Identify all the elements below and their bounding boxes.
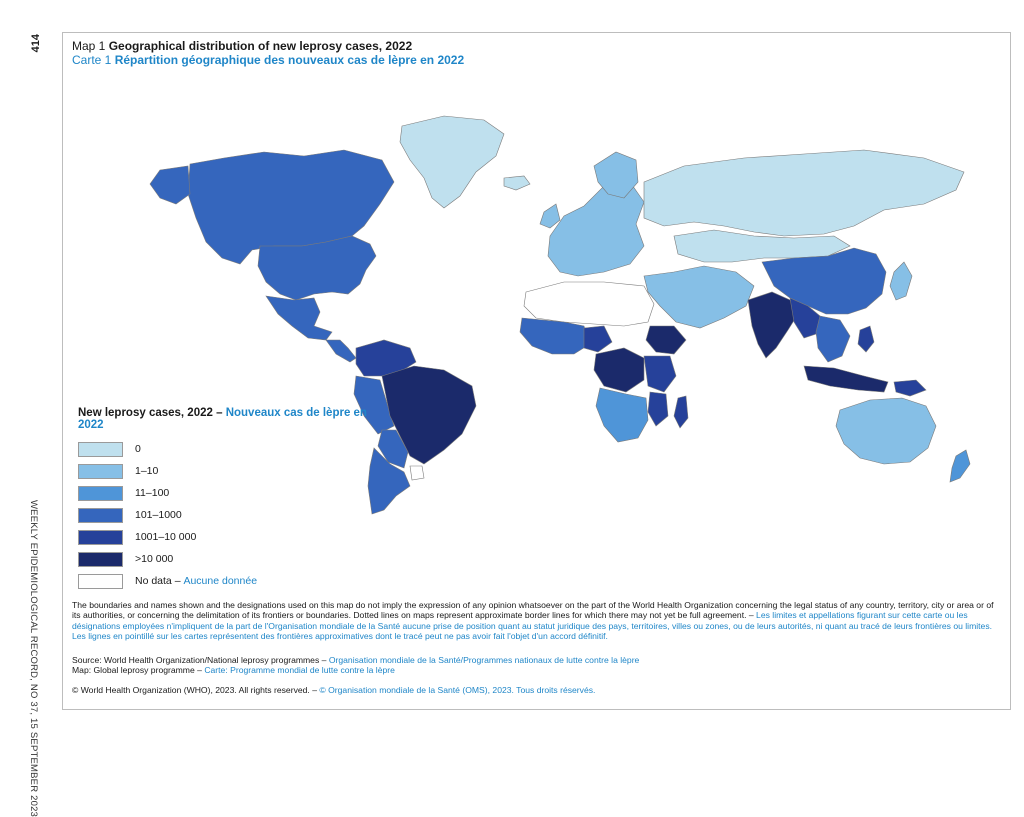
region-central-america [325,339,357,363]
legend-row: 1001–10 000 [78,526,378,548]
legend-title-en: New leprosy cases, 2022 – [78,407,223,419]
title-en-text: Geographical distribution of new leprosy… [108,39,413,53]
region-australia [835,397,937,465]
map-credit-fr: Carte: Programme mondial de lutte contre… [204,665,395,676]
disclaimer-en: The boundaries and names shown and the d… [72,600,994,621]
region-uruguay [409,465,425,481]
title-fr: Carte 1 Répartition géographique des nou… [72,53,464,67]
legend-no-data-en: No data – [135,575,181,587]
legend-row-no-data: No data – Aucune donnée [78,570,378,592]
region-japan-korea [889,261,913,301]
disclaimer: The boundaries and names shown and the d… [72,600,1000,641]
legend-swatch [78,551,123,567]
region-russia [643,149,965,237]
region-nigeria [583,325,613,353]
region-drc [593,347,645,393]
copyright: © World Health Organization (WHO), 2023.… [72,685,1000,695]
region-indonesia [803,365,889,393]
legend-swatch [78,507,123,523]
region-usa [257,235,377,301]
region-uk [539,203,561,229]
region-new-zealand [949,449,971,483]
disclaimer-fr: Les limites et appellations figurant sur… [72,610,993,641]
legend-row: 1–10 [78,460,378,482]
legend-label: 1001–10 000 [135,531,197,543]
region-papua-new-guinea [893,379,927,397]
region-iceland [503,175,531,191]
legend-label: 101–1000 [135,509,182,521]
legend-swatch-no-data [78,573,123,589]
region-brazil [381,365,477,465]
map-legend: New leprosy cases, 2022 – Nouveaux cas d… [78,407,378,592]
region-philippines [857,325,875,353]
region-mexico [265,295,333,341]
source-fr: Organisation mondiale de la Santé/Progra… [328,655,640,665]
region-mozambique [647,391,669,427]
region-southeast-asia [815,315,851,363]
map-frame [62,32,1011,710]
region-india [747,291,799,359]
legend-row: >10 000 [78,548,378,570]
legend-row: 0 [78,438,378,460]
legend-label: 1–10 [135,465,159,477]
region-north-africa [523,281,655,327]
legend-row: 101–1000 [78,504,378,526]
legend-title-fr: Nouveaux cas de lèpre en 2022 [78,407,367,431]
title-en-prefix: Map 1 [72,39,106,53]
legend-swatch [78,485,123,501]
title-fr-text: Répartition géographique des nouveaux ca… [114,53,465,67]
region-europe [547,181,645,277]
region-east-africa [643,355,677,393]
journal-caption: WEEKLY EPIDEMIOLOGICAL RECORD, NO 37, 15… [28,500,39,817]
map-credit-line: Map: Global leprosy programme – Carte: P… [72,665,1000,675]
map-titles: Map 1 Geographical distribution of new l… [72,39,464,67]
region-madagascar [673,395,689,429]
legend-swatch [78,441,123,457]
legend-label: 11–100 [135,487,170,499]
source-block: Source: World Health Organization/Nation… [72,655,1000,676]
legend-row: 11–100 [78,482,378,504]
legend-swatch [78,463,123,479]
source-en: Source: World Health Organization/Nation… [72,655,327,665]
world-map [149,115,971,515]
region-scandinavia [593,151,639,199]
region-alaska [149,165,191,205]
title-fr-prefix: Carte 1 [72,53,112,67]
region-middle-east [643,265,755,329]
legend-no-data-fr: Aucune donnée [183,575,258,587]
legend-title: New leprosy cases, 2022 – Nouveaux cas d… [78,407,378,431]
region-greenland [399,115,505,209]
region-ethiopia [645,325,687,355]
page-number: 414 [30,34,42,53]
map-credit-en: Map: Global leprosy programme – [72,665,202,676]
region-argentina-chile [367,447,411,515]
legend-swatch [78,529,123,545]
region-southern-africa [595,387,649,443]
region-bolivia-paraguay [377,429,409,469]
title-en: Map 1 Geographical distribution of new l… [72,39,464,53]
legend-label: 0 [135,443,141,455]
copyright-fr: © Organisation mondiale de la Santé (OMS… [319,685,596,695]
source-line: Source: World Health Organization/Nation… [72,655,1000,665]
region-west-africa [519,317,591,355]
legend-label: >10 000 [135,553,174,565]
copyright-en: © World Health Organization (WHO), 2023.… [72,685,317,695]
